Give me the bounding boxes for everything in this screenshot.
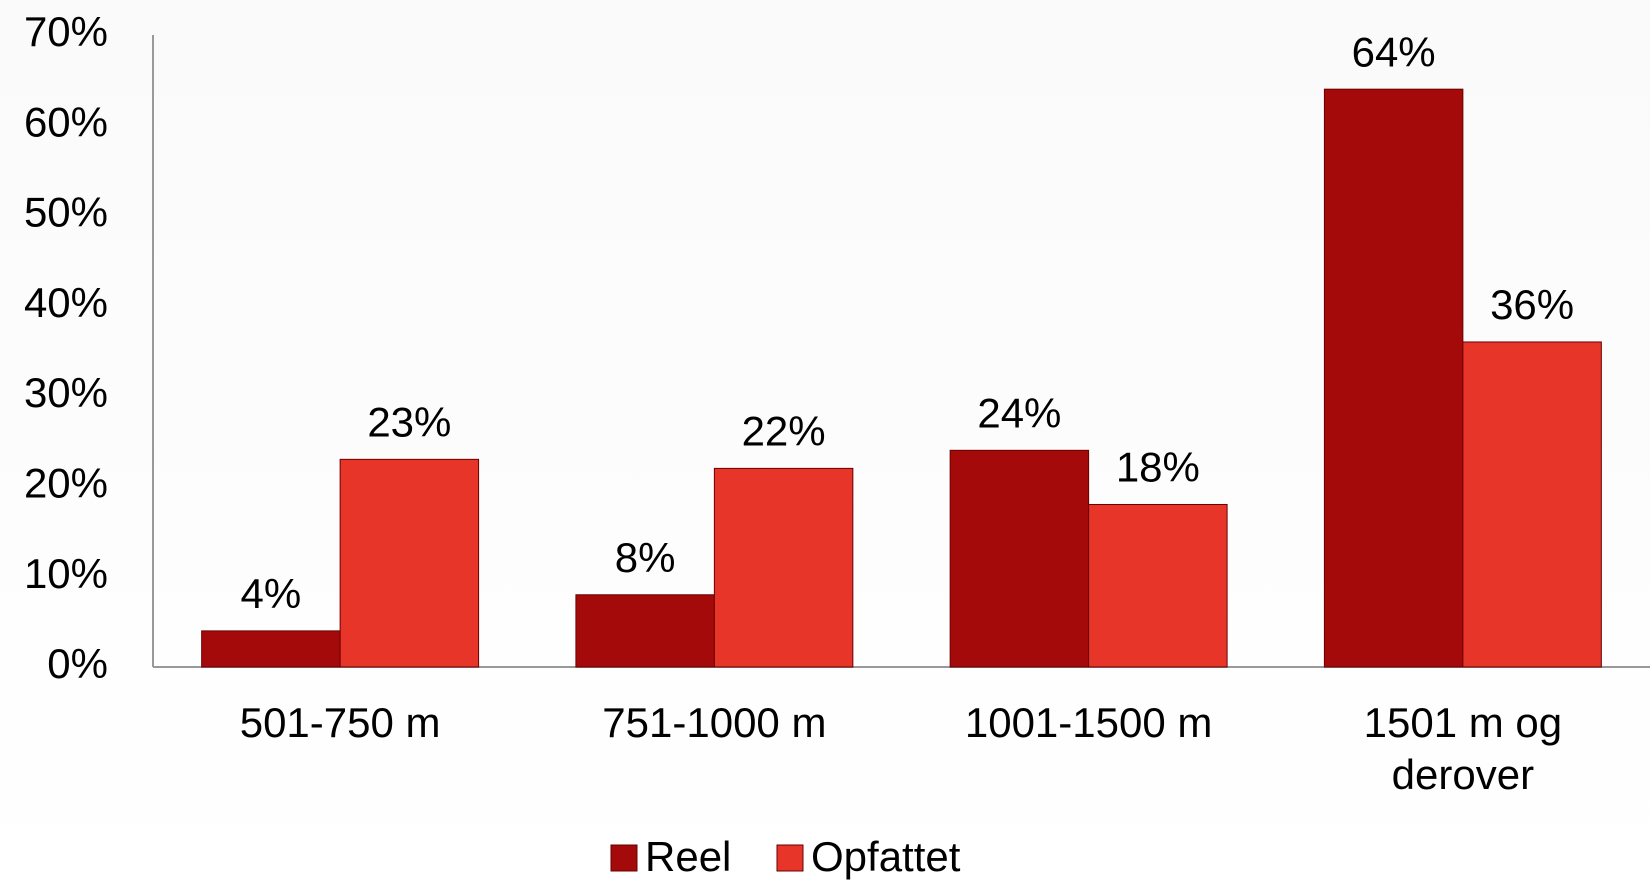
value-label: 22% bbox=[742, 407, 826, 454]
x-tick-label: 1001-1500 m bbox=[919, 697, 1259, 749]
legend-swatch bbox=[611, 845, 637, 871]
legend-swatch bbox=[777, 845, 803, 871]
y-tick-label: 40% bbox=[24, 279, 108, 326]
value-label: 8% bbox=[615, 534, 676, 581]
bar bbox=[1463, 342, 1601, 667]
x-tick-label: 751-1000 m bbox=[544, 697, 884, 749]
bar bbox=[714, 468, 852, 667]
x-tick-label: 1501 m og derover bbox=[1293, 697, 1633, 801]
legend-label: Opfattet bbox=[811, 833, 961, 880]
y-tick-label: 20% bbox=[24, 460, 108, 507]
bar bbox=[1089, 504, 1227, 667]
y-tick-label: 30% bbox=[24, 369, 108, 416]
x-tick-label: 501-750 m bbox=[170, 697, 510, 749]
bar bbox=[340, 459, 478, 667]
bar bbox=[576, 595, 714, 667]
y-tick-label: 50% bbox=[24, 189, 108, 236]
y-tick-label: 10% bbox=[24, 550, 108, 597]
y-tick-label: 60% bbox=[24, 98, 108, 145]
value-label: 18% bbox=[1116, 444, 1200, 491]
y-tick-label: 70% bbox=[24, 8, 108, 55]
value-label: 24% bbox=[977, 389, 1061, 436]
y-tick-label: 0% bbox=[47, 640, 108, 687]
value-label: 23% bbox=[367, 398, 451, 445]
value-label: 36% bbox=[1490, 281, 1574, 328]
bar bbox=[950, 450, 1088, 667]
value-label: 4% bbox=[241, 570, 302, 617]
bar bbox=[1324, 89, 1462, 667]
chart-page: 0% 10% 20% 30% 40% 50% 60% 70% 4% 23% 8% 22% 24% 18% 6… bbox=[0, 0, 1650, 885]
legend-label: Reel bbox=[645, 833, 731, 880]
value-label: 64% bbox=[1352, 28, 1436, 75]
bar bbox=[202, 631, 340, 667]
